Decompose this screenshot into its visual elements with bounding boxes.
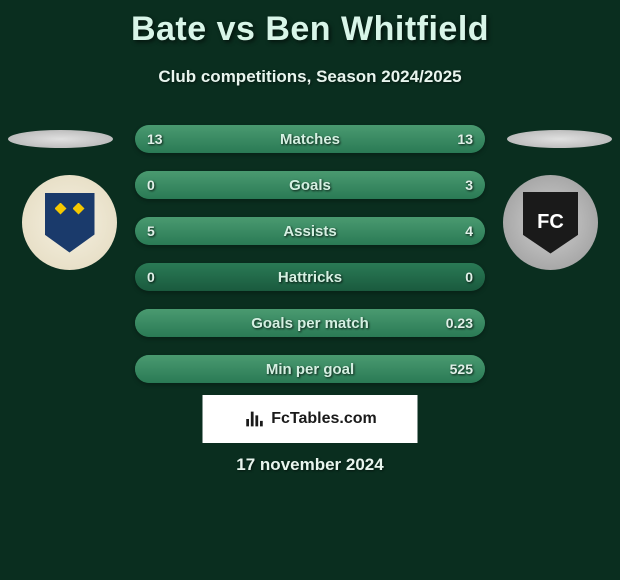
stat-label: Min per goal [266, 361, 354, 378]
footer-text: FcTables.com [271, 410, 377, 428]
player-b-silhouette [507, 130, 612, 148]
stat-value-a: 0 [147, 269, 155, 285]
player-a-badge [22, 175, 117, 270]
page-title: Bate vs Ben Whitfield [0, 0, 620, 49]
player-b-badge: FC [503, 175, 598, 270]
shield-icon [45, 193, 95, 253]
stat-fill-right [328, 217, 486, 245]
stat-row: Goals per match 0.23 [135, 309, 485, 337]
stat-value-b: 4 [465, 223, 473, 239]
stats-container: 13 Matches 13 0 Goals 3 5 Assists 4 0 Hattricks 0 Go… [135, 125, 485, 401]
stat-value-a: 5 [147, 223, 155, 239]
date-label: 17 november 2024 [236, 455, 383, 475]
stat-row: Min per goal 525 [135, 355, 485, 383]
stat-value-b: 0.23 [446, 315, 473, 331]
stat-value-b: 525 [450, 361, 473, 377]
chart-icon [243, 408, 265, 430]
stat-label: Hattricks [278, 269, 342, 286]
stat-value-a: 0 [147, 177, 155, 193]
stat-value-a: 13 [147, 131, 163, 147]
stat-value-b: 3 [465, 177, 473, 193]
stat-value-b: 13 [457, 131, 473, 147]
stat-row: 13 Matches 13 [135, 125, 485, 153]
stat-row: 0 Goals 3 [135, 171, 485, 199]
shield-icon: FC [523, 192, 578, 254]
stat-row: 5 Assists 4 [135, 217, 485, 245]
player-a-silhouette [8, 130, 113, 148]
stat-row: 0 Hattricks 0 [135, 263, 485, 291]
stat-label: Assists [283, 223, 336, 240]
stat-value-b: 0 [465, 269, 473, 285]
stat-label: Goals per match [251, 315, 369, 332]
page-subtitle: Club competitions, Season 2024/2025 [0, 67, 620, 87]
stat-label: Matches [280, 131, 340, 148]
stat-label: Goals [289, 177, 331, 194]
footer-badge: FcTables.com [203, 395, 418, 443]
